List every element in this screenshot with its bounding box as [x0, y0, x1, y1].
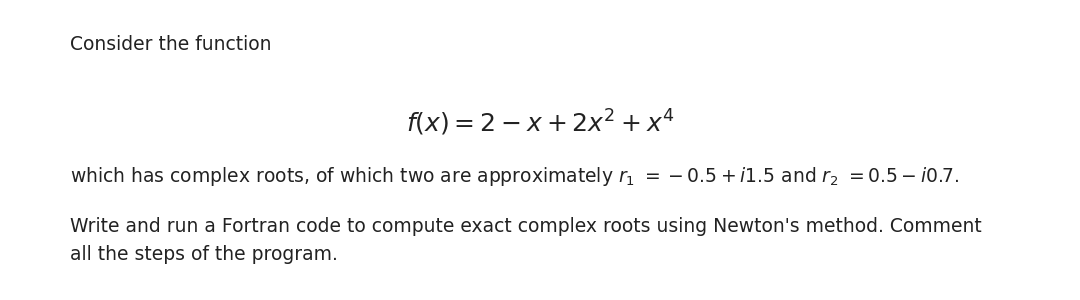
- Text: which has complex roots, of which two are approximately $r_1$ $= -0.5 + i1.5$ an: which has complex roots, of which two ar…: [70, 165, 960, 188]
- Text: $f(x) = 2 - x + 2x^2 + x^4$: $f(x) = 2 - x + 2x^2 + x^4$: [406, 108, 674, 138]
- Text: all the steps of the program.: all the steps of the program.: [70, 245, 338, 264]
- Text: Write and run a Fortran code to compute exact complex roots using Newton's metho: Write and run a Fortran code to compute …: [70, 217, 982, 236]
- Text: Consider the function: Consider the function: [70, 35, 272, 54]
